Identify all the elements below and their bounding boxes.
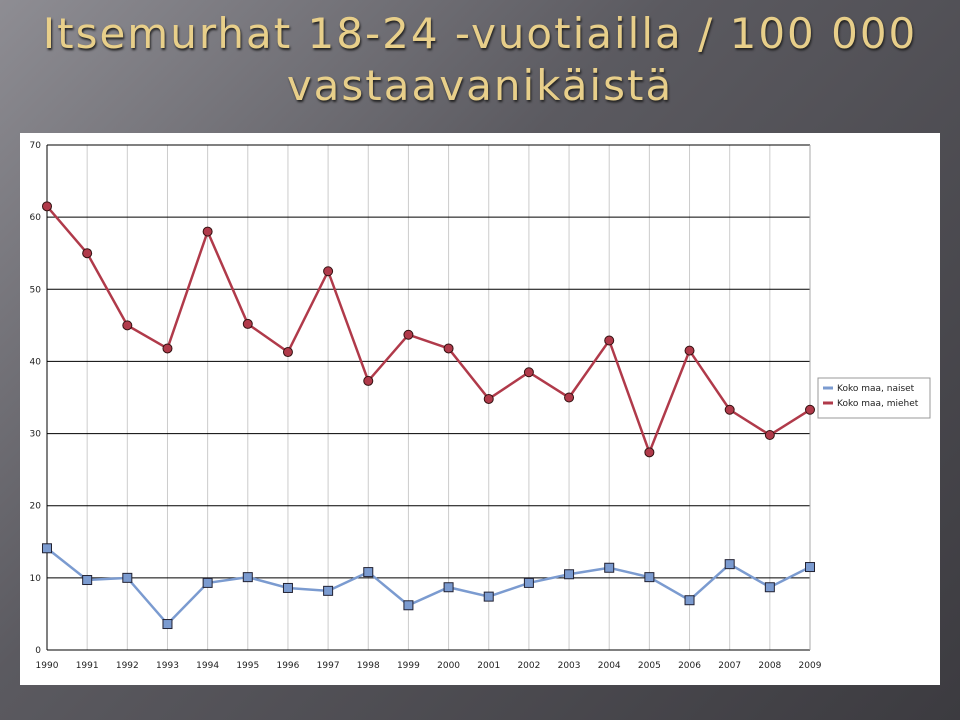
- x-tick-label: 2007: [718, 661, 741, 671]
- data-point: [644, 447, 655, 458]
- data-point: [523, 577, 534, 588]
- data-point: [764, 430, 775, 441]
- data-point: [564, 392, 575, 403]
- x-tick-label: 1999: [397, 661, 420, 671]
- x-tick-label: 2000: [437, 661, 460, 671]
- x-tick-label: 1994: [196, 661, 219, 671]
- x-tick-label: 1997: [317, 661, 340, 671]
- data-point: [604, 335, 615, 346]
- x-tick-label: 2002: [517, 661, 540, 671]
- data-point: [443, 582, 454, 593]
- data-point: [363, 567, 374, 578]
- data-point: [564, 569, 575, 580]
- x-tick-label: 1996: [276, 661, 299, 671]
- series-line: [46, 547, 811, 626]
- data-point: [684, 345, 695, 356]
- data-point: [282, 582, 293, 593]
- data-point: [202, 577, 213, 588]
- data-point: [523, 367, 534, 378]
- data-point: [805, 404, 815, 415]
- y-tick-label: 20: [30, 502, 42, 512]
- data-point: [162, 343, 173, 354]
- data-point: [805, 562, 815, 573]
- x-tick-label: 1991: [76, 661, 99, 671]
- data-point: [483, 591, 494, 602]
- x-tick-label: 1998: [357, 661, 380, 671]
- data-point: [323, 585, 334, 596]
- x-tick-label: 2005: [638, 661, 661, 671]
- data-point: [122, 572, 133, 583]
- data-point: [724, 559, 735, 570]
- x-tick-label: 1990: [36, 661, 59, 671]
- x-tick-label: 2004: [598, 661, 621, 671]
- data-point: [282, 347, 293, 358]
- data-point: [403, 329, 414, 340]
- x-tick-label: 1995: [236, 661, 259, 671]
- data-point: [162, 619, 173, 630]
- y-tick-label: 10: [30, 574, 42, 584]
- legend-label: Koko maa, naiset: [837, 384, 915, 394]
- data-point: [242, 318, 253, 329]
- data-point: [403, 600, 414, 611]
- x-tick-label: 2001: [477, 661, 500, 671]
- x-tick-label: 1992: [116, 661, 139, 671]
- y-tick-label: 0: [35, 646, 41, 656]
- x-tick-label: 2006: [678, 661, 701, 671]
- legend-box: [817, 377, 931, 419]
- slide-title: Itsemurhat 18-24 -vuotiailla / 100 000 v…: [42, 9, 918, 110]
- data-point: [82, 575, 93, 586]
- data-point: [122, 320, 133, 331]
- data-point: [363, 375, 374, 386]
- data-point: [82, 248, 93, 259]
- data-point: [684, 595, 695, 606]
- y-tick-label: 30: [30, 430, 42, 440]
- x-tick-label: 2008: [758, 661, 781, 671]
- data-point: [724, 404, 735, 415]
- data-point: [483, 393, 494, 404]
- chart-panel: 1990 1991 1992 1993 1994 1995 1996 1997 1998 1999…: [20, 133, 940, 685]
- y-tick-label: 70: [30, 141, 42, 151]
- x-tick-label: 1993: [156, 661, 179, 671]
- data-point: [42, 201, 52, 212]
- data-point: [202, 226, 213, 237]
- data-point: [604, 562, 615, 573]
- x-tick-label: 2009: [799, 661, 822, 671]
- data-point: [443, 343, 454, 354]
- data-point: [242, 572, 253, 583]
- chart: 1990 1991 1992 1993 1994 1995 1996 1997 1998 1999…: [30, 141, 931, 671]
- data-point: [323, 266, 334, 277]
- y-tick-label: 50: [30, 285, 42, 295]
- legend-label: Koko maa, miehet: [837, 399, 919, 409]
- data-point: [764, 582, 775, 593]
- series-line: [46, 205, 811, 456]
- y-tick-label: 40: [30, 357, 42, 367]
- data-point: [644, 572, 655, 583]
- y-tick-label: 60: [30, 213, 42, 223]
- data-point: [42, 543, 52, 554]
- x-tick-label: 2003: [558, 661, 581, 671]
